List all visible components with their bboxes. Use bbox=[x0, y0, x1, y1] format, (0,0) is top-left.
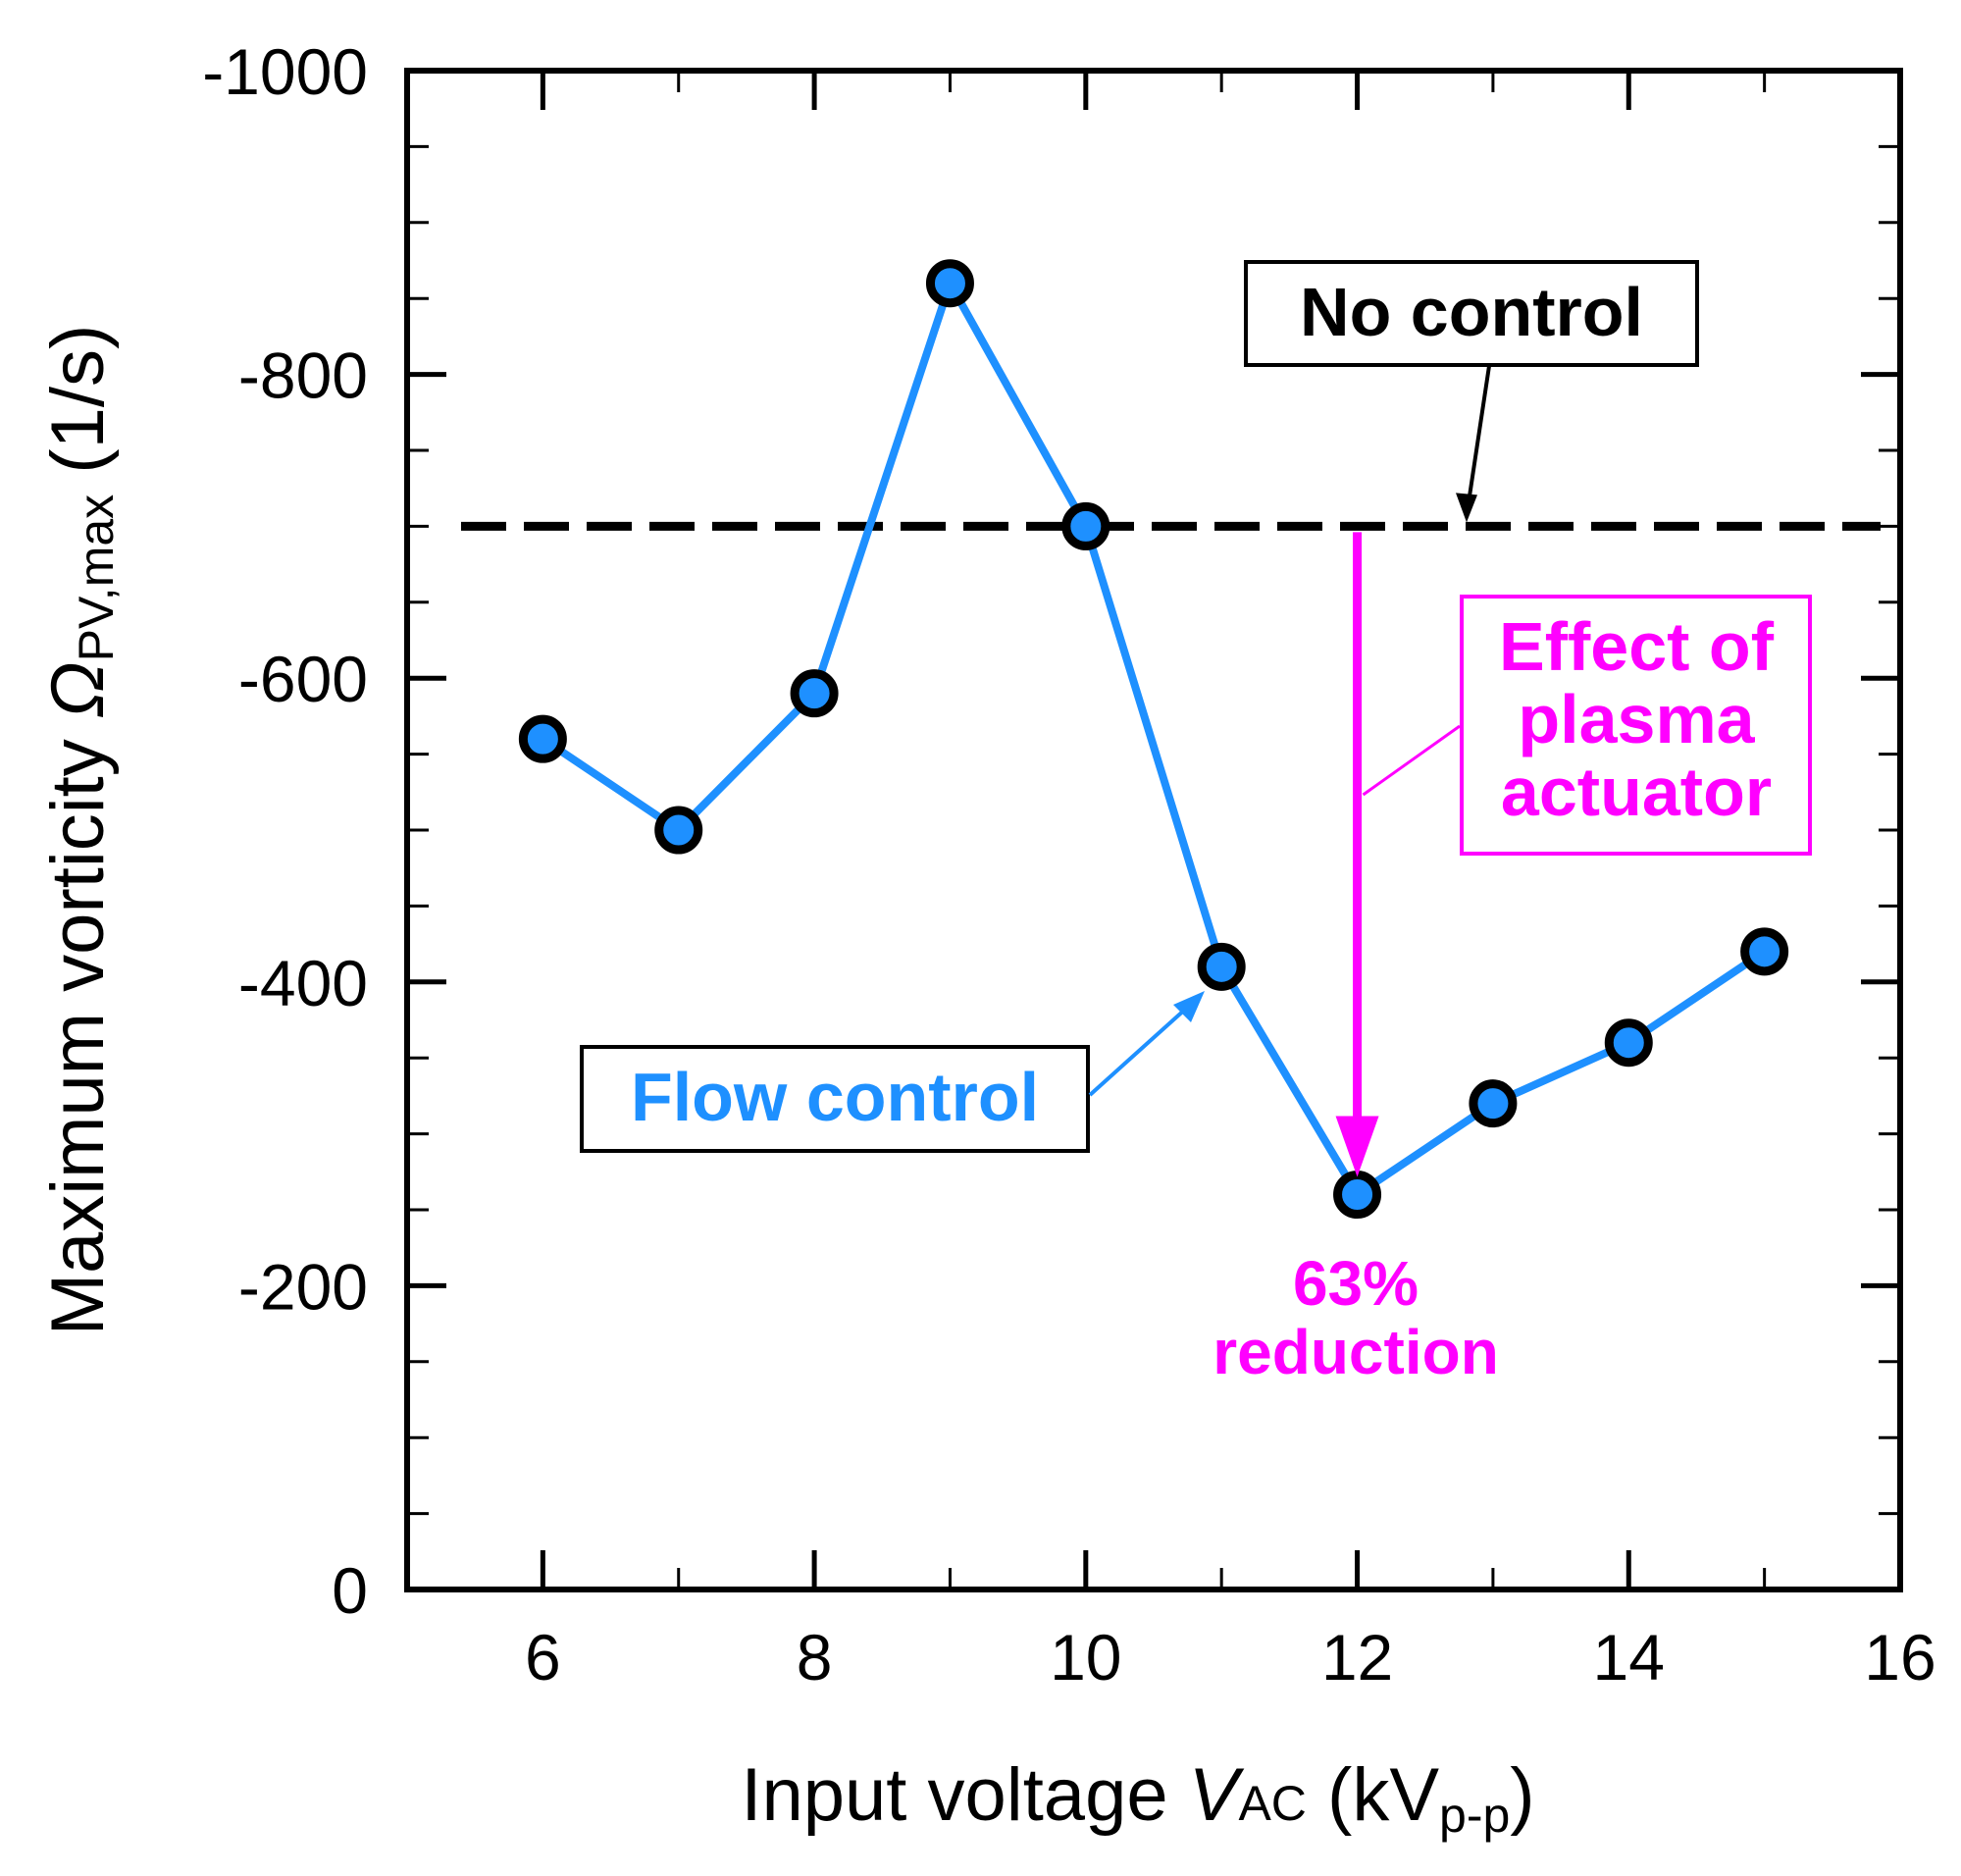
major-ticks bbox=[407, 68, 1903, 1592]
y-tick-label: 0 bbox=[332, 1554, 368, 1627]
effect-label-box bbox=[1460, 595, 1812, 856]
reduction-label-line-2: reduction bbox=[1213, 1317, 1499, 1387]
y-tick-label: -400 bbox=[238, 947, 368, 1019]
data-point bbox=[654, 806, 703, 855]
x-tick-labels: 6 8 10 12 14 16 bbox=[525, 1621, 1936, 1694]
x-axis-title: Input voltage VAC (kVp-p) bbox=[741, 1753, 1534, 1843]
effect-label-line-3: actuator bbox=[1501, 754, 1772, 830]
data-point bbox=[518, 714, 567, 763]
y-tick-label: -200 bbox=[238, 1250, 368, 1323]
no-control-pointer-arrow bbox=[1467, 365, 1491, 503]
x-tick-label: 10 bbox=[1050, 1621, 1121, 1694]
effect-label-leader-line bbox=[1362, 724, 1461, 797]
y-tick-label: -600 bbox=[238, 643, 368, 715]
data-point bbox=[1604, 1018, 1653, 1068]
x-tick-label: 16 bbox=[1864, 1621, 1935, 1694]
data-point bbox=[1740, 927, 1789, 976]
data-point bbox=[925, 259, 974, 308]
minor-ticks bbox=[405, 71, 1900, 1589]
data-point bbox=[1061, 501, 1110, 550]
effect-reduction-arrowhead bbox=[1335, 1116, 1379, 1177]
flow-control-pointer-arrowhead bbox=[1173, 991, 1205, 1022]
flow-control-series-line bbox=[541, 279, 1767, 1199]
effect-label-line-1: Effect of bbox=[1499, 608, 1775, 685]
x-tick-label: 6 bbox=[525, 1621, 561, 1694]
data-point bbox=[1197, 942, 1246, 991]
y-tick-label: -1000 bbox=[202, 35, 368, 108]
no-control-label-box bbox=[1244, 260, 1699, 367]
y-axis-title: Maximum vorticity ΩPV,max (1/s) bbox=[36, 325, 124, 1336]
flow-control-series-points bbox=[518, 259, 1789, 1220]
effect-label-line-2: plasma bbox=[1518, 681, 1755, 757]
x-tick-label: 14 bbox=[1593, 1621, 1665, 1694]
flow-control-label-box bbox=[580, 1045, 1090, 1153]
no-control-pointer-arrowhead bbox=[1456, 493, 1477, 523]
x-tick-label: 8 bbox=[797, 1621, 833, 1694]
no-control-label: No control bbox=[1300, 274, 1643, 350]
y-tick-labels: 0 -200 -400 -600 -800 -1000 bbox=[202, 35, 368, 1627]
flow-control-label: Flow control bbox=[631, 1059, 1039, 1135]
reduction-label-line-1: 63% bbox=[1293, 1248, 1419, 1319]
flow-control-pointer-arrow bbox=[1088, 1006, 1189, 1097]
data-point bbox=[1333, 1171, 1382, 1220]
x-tick-label: 12 bbox=[1321, 1621, 1393, 1694]
data-point bbox=[1469, 1079, 1518, 1128]
y-tick-label: -800 bbox=[238, 339, 368, 412]
data-point bbox=[790, 669, 839, 718]
